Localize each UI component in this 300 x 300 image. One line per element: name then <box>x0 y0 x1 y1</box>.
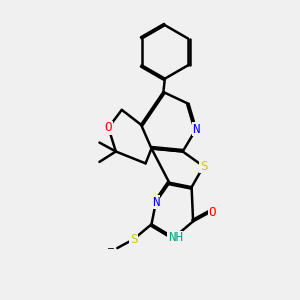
Text: S: S <box>200 160 207 173</box>
Text: S: S <box>130 233 137 246</box>
Text: N: N <box>192 123 200 136</box>
Text: NH: NH <box>168 231 183 244</box>
Text: O: O <box>209 206 216 219</box>
Text: N: N <box>152 196 160 208</box>
Text: O: O <box>105 121 112 134</box>
Text: —: — <box>108 243 114 253</box>
